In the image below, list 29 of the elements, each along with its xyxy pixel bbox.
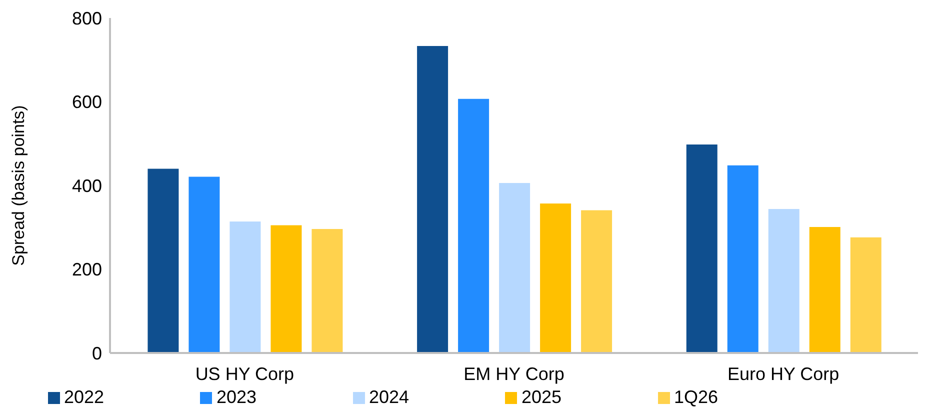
y-tick-label: 0 bbox=[92, 343, 102, 364]
bar bbox=[270, 225, 302, 353]
bar bbox=[850, 237, 882, 353]
bar bbox=[809, 226, 840, 353]
x-tick-label: US HY Corp bbox=[195, 364, 294, 384]
y-tick-label: 200 bbox=[72, 260, 102, 280]
bar bbox=[727, 165, 758, 353]
legend-label: 2022 bbox=[63, 387, 104, 408]
bar bbox=[540, 204, 572, 353]
bar bbox=[230, 222, 261, 353]
x-tick-label: Euro HY Corp bbox=[727, 364, 840, 384]
bar bbox=[686, 144, 718, 353]
bar bbox=[458, 98, 490, 353]
legend-label: 1Q26 bbox=[672, 387, 718, 408]
bar bbox=[148, 168, 179, 353]
legend-label: 2025 bbox=[520, 387, 562, 408]
y-axis-title: Spread (basis points) bbox=[9, 105, 28, 266]
bar bbox=[499, 182, 530, 353]
legend-label: 2024 bbox=[368, 387, 410, 408]
bar bbox=[581, 210, 612, 353]
bar bbox=[768, 208, 800, 353]
y-tick-label: 600 bbox=[72, 92, 102, 112]
legend-label: 2023 bbox=[215, 387, 257, 408]
y-tick-label: 400 bbox=[72, 176, 102, 196]
bar bbox=[312, 229, 343, 353]
bar bbox=[417, 46, 448, 353]
x-tick-label: EM HY Corp bbox=[464, 364, 564, 384]
bar bbox=[188, 176, 220, 353]
y-tick-label: 800 bbox=[72, 8, 102, 28]
